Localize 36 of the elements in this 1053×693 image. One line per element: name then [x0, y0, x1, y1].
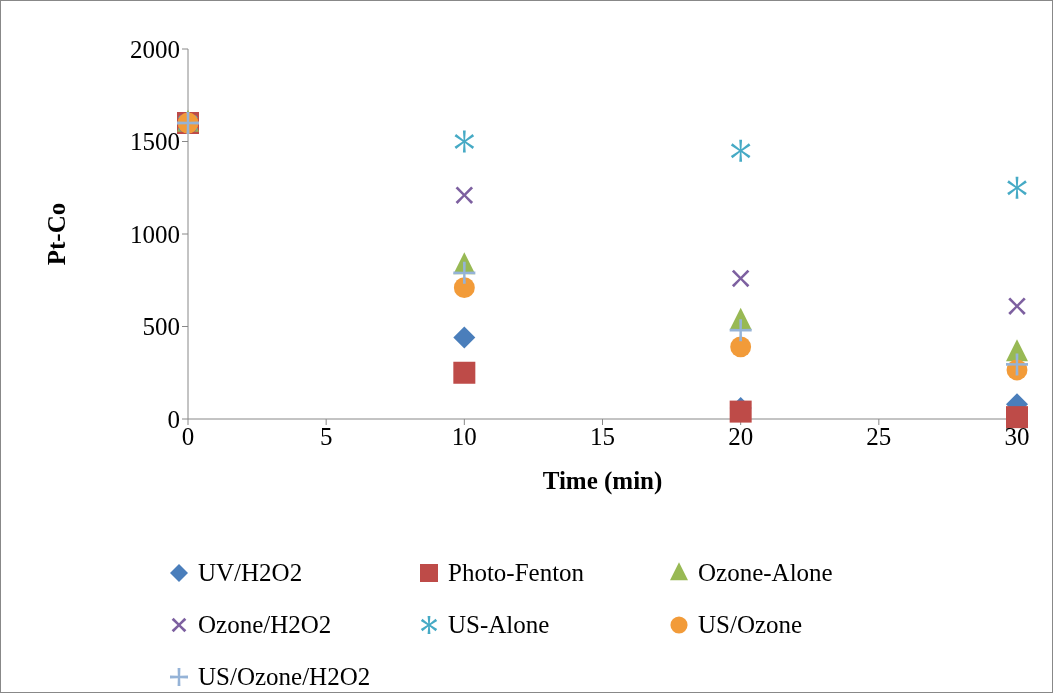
y-tick-label: 1000	[130, 220, 180, 248]
x-tick-label: 5	[319, 422, 333, 450]
point	[731, 269, 750, 288]
x-tick-label: 10	[451, 422, 477, 450]
legend-label: US-Alone	[448, 611, 550, 639]
legend-label: US/Ozone	[698, 611, 803, 639]
point	[729, 319, 752, 342]
x-tick-label: 30	[1004, 422, 1030, 450]
point	[455, 186, 474, 204]
point	[454, 130, 475, 153]
y-tick-label: 2000	[130, 35, 180, 63]
x-tick-label: 15	[590, 422, 615, 450]
x-tick-label: 20	[728, 422, 754, 450]
y-tick-label: 0	[167, 405, 180, 433]
x-tick-label: 25	[866, 422, 892, 450]
legend-label: Ozone/H2O2	[198, 611, 332, 639]
y-tick-label: 1500	[130, 128, 180, 156]
point	[453, 261, 476, 284]
legend-label: Photo-Fenton	[448, 559, 585, 587]
point	[453, 277, 475, 299]
legend-label: UV/H2O2	[198, 559, 303, 587]
point	[1006, 406, 1028, 429]
point	[1006, 353, 1028, 376]
legend-label: Ozone-Alone	[698, 559, 833, 587]
point	[1008, 297, 1026, 315]
point	[730, 139, 751, 162]
point	[453, 361, 476, 384]
x-axis-title: Time (min)	[542, 466, 663, 495]
legend-label: US/Ozone/H2O2	[198, 663, 371, 691]
y-tick-label: 500	[142, 313, 180, 341]
point	[1006, 339, 1028, 362]
point	[729, 400, 752, 423]
point	[1007, 176, 1027, 199]
point	[453, 326, 476, 349]
point	[730, 336, 752, 358]
y-axis-title: Pt-Co	[42, 202, 70, 266]
